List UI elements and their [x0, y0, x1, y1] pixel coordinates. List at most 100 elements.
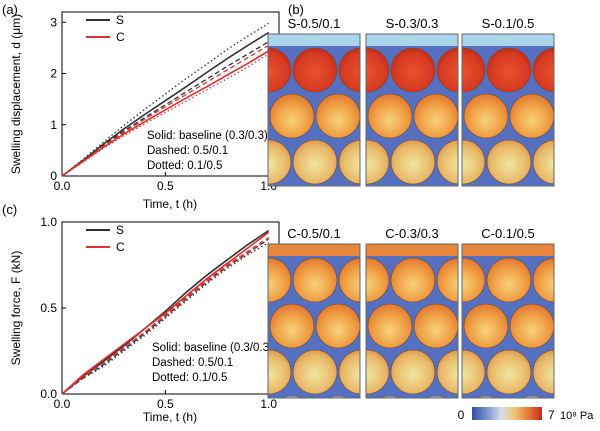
grain-circle [462, 139, 486, 185]
grain-circle [462, 349, 486, 395]
grain-circle [269, 93, 315, 139]
top-layer [462, 34, 554, 46]
grain-circle [292, 257, 338, 303]
annotation-solid-c: Solid: baseline (0.3/0.3) [152, 342, 273, 354]
y-axis-label-c: Swelling force, F (kN) [9, 251, 23, 366]
contour-frame [267, 33, 361, 187]
grain-circle [486, 47, 532, 93]
series-line-c-dashed [61, 44, 270, 177]
contour-panel: C-0.5/0.1 [267, 226, 361, 399]
legend-label-c-c: C [116, 240, 125, 254]
top-layer [462, 244, 554, 256]
x-tick-label: 0.0 [54, 397, 71, 411]
contour-frame [365, 33, 459, 187]
series-line-c-dashed [61, 236, 270, 395]
grain-circle [532, 47, 554, 93]
y-tick-label: 2 [50, 67, 57, 81]
series-line-c-solid [61, 231, 270, 395]
contour-frame [461, 243, 555, 399]
grain-circle [338, 349, 360, 395]
grain-circle [292, 349, 338, 395]
contour-field [268, 244, 360, 398]
grain-circle [436, 349, 458, 395]
top-layer [268, 244, 360, 256]
grain-circle [509, 303, 554, 349]
annotation-dashed-a: Dashed: 0.5/0.1 [147, 145, 228, 157]
annotation-solid-a: Solid: baseline (0.3/0.3) [147, 130, 268, 142]
contour-title: C-0.1/0.5 [481, 226, 534, 241]
colorbar-min-label: 0 [458, 408, 465, 422]
grain-circle [338, 47, 360, 93]
series-c [61, 229, 270, 395]
contour-title: S-0.1/0.5 [482, 16, 535, 31]
grain-circle [292, 47, 338, 93]
grain-circle [413, 303, 458, 349]
ticks-c: 0.0 0.5 1.0 0.0 0.5 1.0 [40, 215, 277, 411]
grain-circle [338, 257, 360, 303]
y-tick-label: 1.0 [40, 215, 57, 229]
y-axis-label-a: Swelling displacement, d (μm) [9, 14, 23, 174]
grain-circle [463, 303, 509, 349]
grain-circle [268, 47, 292, 93]
contour-panel: S-0.5/0.1 [267, 16, 361, 187]
legend-label-s-a: S [116, 13, 124, 27]
y-tick-label: 1 [50, 118, 57, 132]
grain-circle [532, 349, 554, 395]
contour-field [366, 244, 458, 398]
grain-circle [390, 257, 436, 303]
contour-panel: C-0.1/0.5 [461, 226, 555, 399]
contour-maps: S-0.5/0.1 S-0.3/0.3 S-0.1/0.5 C-0.5/0.1 C-0.… [267, 16, 555, 399]
chart-c: (c) 0.0 0.5 1.0 0.0 0.5 1.0 S C Solid: baseli… [2, 202, 280, 424]
series-line-c-solid [61, 50, 270, 177]
legend-label-s-c: S [116, 223, 124, 237]
grain-circle [268, 257, 292, 303]
grain-circle [366, 257, 390, 303]
grain-circle [292, 139, 338, 185]
chart-a: (a) 0.00.51.00123 S C Solid: baseline (0… [2, 2, 280, 211]
x-tick-label: 0.0 [54, 179, 71, 193]
grain-circle [315, 93, 360, 139]
colorbar-unit: 10⁸ Pa [560, 410, 594, 422]
series-line-c-dotted [61, 238, 270, 395]
grain-circle [366, 139, 390, 185]
contour-field [462, 34, 554, 186]
y-tick-label: 0.0 [40, 387, 57, 401]
x-tick-label: 0.5 [157, 179, 174, 193]
grain-circle [509, 93, 554, 139]
grain-circle [366, 349, 390, 395]
grain-circle [390, 47, 436, 93]
grain-circle [338, 139, 360, 185]
grain-circle [390, 349, 436, 395]
grain-circle [315, 303, 360, 349]
grain-circle [380, 395, 400, 398]
contour-frame [267, 243, 361, 399]
annotation-dotted-a: Dotted: 0.1/0.5 [147, 160, 222, 172]
panel-label-c: (c) [2, 202, 17, 217]
grain-circle [367, 303, 413, 349]
grain-circle [486, 349, 532, 395]
series-line-s-solid [61, 229, 270, 395]
grain-circle [463, 93, 509, 139]
grain-circle [486, 139, 532, 185]
grain-circle [328, 395, 348, 398]
y-tick-label: 0 [50, 169, 57, 183]
x-tick-label: 0.5 [157, 397, 174, 411]
contour-title: C-0.3/0.3 [385, 226, 438, 241]
grain-circle [386, 185, 394, 186]
grain-circle [528, 185, 536, 186]
y-tick-label: 3 [50, 15, 57, 29]
contour-field [462, 244, 554, 398]
contour-title: S-0.5/0.1 [288, 16, 341, 31]
contour-title: C-0.5/0.1 [287, 226, 340, 241]
grain-circle [436, 257, 458, 303]
contour-frame [365, 243, 459, 399]
grain-circle [367, 93, 413, 139]
series-line-s-dashed [61, 41, 270, 177]
grain-circle [269, 303, 315, 349]
contour-panel: S-0.3/0.3 [365, 16, 459, 187]
grain-circle [532, 139, 554, 185]
series-line-s-dotted [61, 22, 270, 177]
x-axis-label-a: Time, t (h) [143, 197, 197, 211]
